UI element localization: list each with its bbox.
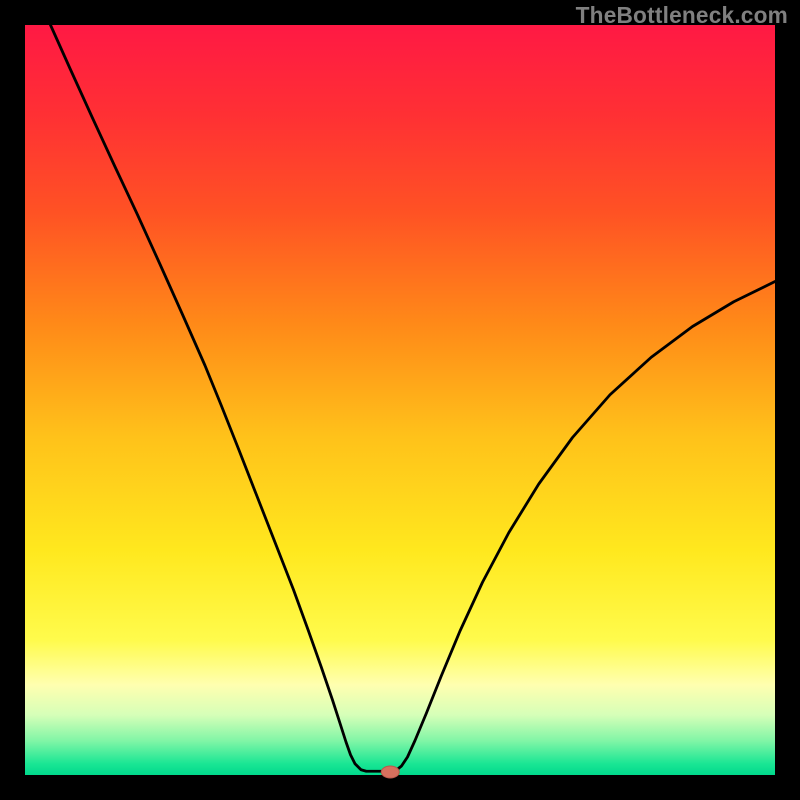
- plot-background: [25, 25, 775, 775]
- chart-root: TheBottleneck.com: [0, 0, 800, 800]
- chart-svg: [0, 0, 800, 800]
- optimum-marker: [381, 766, 399, 778]
- watermark-text: TheBottleneck.com: [576, 2, 788, 29]
